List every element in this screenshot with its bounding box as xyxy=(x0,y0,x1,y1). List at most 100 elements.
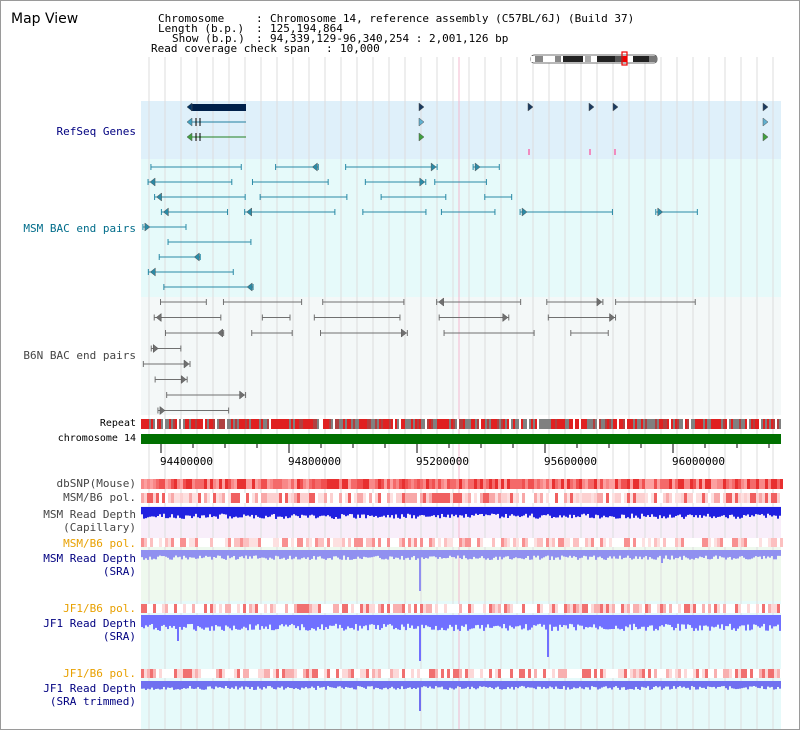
dbsnp-heat xyxy=(300,479,303,489)
msm-b6-pol-heat xyxy=(543,538,546,547)
track-label-jf1-b6-pol-2[interactable]: JF1/B6 pol. xyxy=(63,667,136,680)
track-label-jf1-b6-pol-1[interactable]: JF1/B6 pol. xyxy=(63,602,136,615)
track-label-chromosome[interactable]: chromosome 14 xyxy=(57,433,136,444)
repeat-segment xyxy=(283,419,285,429)
msm-b6-pol-heat xyxy=(453,538,456,547)
dbsnp-heat xyxy=(408,479,411,489)
track-label-jf1-depth-trimmed[interactable]: JF1 Read Depth xyxy=(43,682,136,695)
msm-depth-sra-bar xyxy=(761,550,763,560)
dbsnp-heat xyxy=(573,479,576,489)
jf1-depth-sra-bar xyxy=(763,615,765,624)
jf1-b6-pol-heat xyxy=(213,604,216,613)
msm-depth-capillary-bar xyxy=(567,507,569,518)
chromosome-value: Chromosome 14, reference assembly (C57BL… xyxy=(270,12,635,25)
msm-depth-sra-bar xyxy=(461,550,463,560)
jf1-b6-pol-heat xyxy=(528,669,531,678)
track-label-msm-depth-sra[interactable]: MSM Read Depth xyxy=(43,552,136,565)
dbsnp-heat xyxy=(351,479,354,489)
jf1-depth-trimmed-bar xyxy=(503,681,505,690)
jf1-depth-sra-bar xyxy=(287,615,289,627)
msm-depth-sra-bar xyxy=(683,550,685,556)
jf1-depth-trimmed-bar xyxy=(305,681,307,688)
msm-b6-pol-heat xyxy=(207,538,210,547)
msm-depth-capillary-bar xyxy=(231,507,233,519)
jf1-depth-sra-bar xyxy=(479,615,481,629)
jf1-depth-sra-bar xyxy=(275,615,277,630)
msm-depth-sra-bar-spike xyxy=(661,550,663,563)
msm-b6-pol-heat xyxy=(651,493,654,503)
jf1-b6-pol-heat xyxy=(540,669,543,678)
msm-depth-sra-bar xyxy=(477,550,479,559)
jf1-b6-pol-heat xyxy=(399,604,402,613)
repeat-segment xyxy=(145,419,147,429)
ideogram-band xyxy=(615,56,623,62)
jf1-depth-trimmed-bar xyxy=(249,681,251,689)
jf1-depth-trimmed-bar xyxy=(481,681,483,687)
dbsnp-heat xyxy=(282,479,285,489)
msm-depth-capillary-bar xyxy=(599,507,601,519)
jf1-depth-sra-bar xyxy=(239,615,241,630)
jf1-depth-trimmed-bar xyxy=(691,681,693,687)
msm-depth-capillary-bar xyxy=(261,507,263,519)
jf1-depth-sra-bar xyxy=(335,615,337,624)
repeat-segment xyxy=(243,419,245,429)
jf1-b6-pol-heat xyxy=(372,669,375,678)
jf1-b6-pol-heat xyxy=(252,604,255,613)
msm-b6-pol-heat xyxy=(420,538,423,547)
msm-b6-pol-heat xyxy=(729,538,732,547)
repeat-segment xyxy=(415,419,417,429)
track-label-refseq[interactable]: RefSeq Genes xyxy=(56,125,136,138)
msm-bac-pair-end xyxy=(246,207,252,217)
repeat-segment xyxy=(525,419,527,429)
jf1-depth-sra-bar xyxy=(367,615,369,631)
track-label-msm-bac[interactable]: MSM BAC end pairs xyxy=(23,222,136,235)
dbsnp-heat xyxy=(405,479,408,489)
track-label-repeat[interactable]: Repeat xyxy=(99,418,136,429)
jf1-b6-pol-heat xyxy=(336,669,339,678)
jf1-b6-pol-heat xyxy=(600,604,603,613)
track-label-b6n-bac[interactable]: B6N BAC end pairs xyxy=(23,349,136,362)
msm-b6-pol-heat xyxy=(525,493,528,503)
msm-b6-pol-heat xyxy=(426,493,429,503)
jf1-b6-pol-heat xyxy=(519,604,522,613)
track-label-msm-b6-pol-2[interactable]: MSM/B6 pol. xyxy=(63,537,136,550)
jf1-b6-pol-heat xyxy=(444,669,447,678)
msm-b6-pol-heat xyxy=(597,538,600,547)
jf1-depth-sra-bar xyxy=(589,615,591,627)
jf1-depth-sra-bar xyxy=(563,615,565,626)
msm-depth-sra-bar xyxy=(555,550,557,558)
repeat-segment xyxy=(541,419,543,429)
jf1-depth-sra-bar xyxy=(291,615,293,624)
repeat-segment xyxy=(157,419,159,429)
msm-depth-sra-bar xyxy=(573,550,575,557)
msm-depth-capillary-bar xyxy=(757,507,759,515)
msm-depth-capillary-bar xyxy=(415,507,417,519)
repeat-segment xyxy=(623,419,625,429)
jf1-depth-sra-bar xyxy=(675,615,677,628)
msm-depth-sra-bar xyxy=(361,550,363,560)
msm-depth-sra-bar xyxy=(319,550,321,557)
jf1-b6-pol-heat xyxy=(216,604,219,613)
track-label-dbsnp[interactable]: dbSNP(Mouse) xyxy=(56,477,136,490)
jf1-b6-pol-heat xyxy=(285,669,288,678)
jf1-depth-sra-bar xyxy=(167,615,169,630)
jf1-depth-trimmed-bar xyxy=(247,681,249,688)
msm-depth-capillary-bar xyxy=(661,507,663,519)
jf1-b6-pol-heat xyxy=(501,604,504,613)
msm-depth-sra-bar xyxy=(405,550,407,559)
msm-b6-pol-heat xyxy=(573,538,576,547)
jf1-depth-trimmed-bar xyxy=(265,681,267,689)
msm-depth-sra-bar xyxy=(607,550,609,558)
msm-b6-pol-heat xyxy=(543,493,546,503)
jf1-b6-pol-heat xyxy=(537,604,540,613)
track-label-jf1-depth-sra[interactable]: JF1 Read Depth xyxy=(43,617,136,630)
msm-b6-pol-heat xyxy=(651,538,654,547)
dbsnp-heat xyxy=(195,479,198,489)
track-label-msm-depth-capillary[interactable]: MSM Read Depth xyxy=(43,508,136,521)
jf1-b6-pol-heat xyxy=(693,604,696,613)
msm-depth-capillary-bar xyxy=(501,507,503,517)
track-label-msm-b6-pol-1[interactable]: MSM/B6 pol. xyxy=(63,491,136,504)
jf1-depth-trimmed-bar xyxy=(463,681,465,689)
jf1-b6-pol-heat xyxy=(165,604,168,613)
